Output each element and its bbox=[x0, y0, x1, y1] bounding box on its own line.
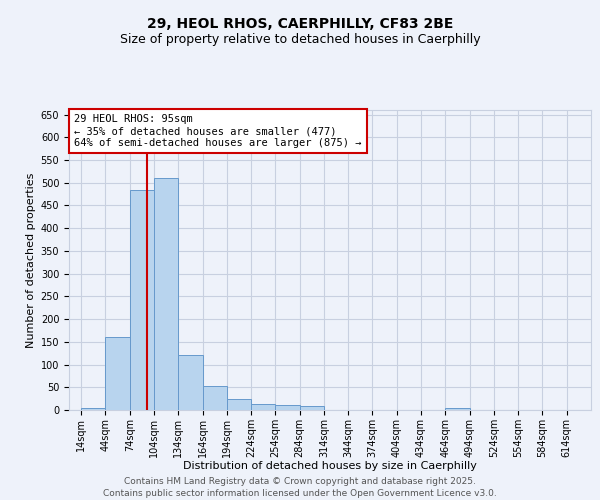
Bar bbox=[299, 406, 324, 410]
Text: 29 HEOL RHOS: 95sqm
← 35% of detached houses are smaller (477)
64% of semi-detac: 29 HEOL RHOS: 95sqm ← 35% of detached ho… bbox=[74, 114, 362, 148]
Text: 29, HEOL RHOS, CAERPHILLY, CF83 2BE: 29, HEOL RHOS, CAERPHILLY, CF83 2BE bbox=[147, 18, 453, 32]
Bar bbox=[251, 404, 275, 410]
Bar bbox=[178, 356, 203, 410]
Bar bbox=[106, 338, 130, 410]
Bar bbox=[130, 190, 154, 410]
X-axis label: Distribution of detached houses by size in Caerphilly: Distribution of detached houses by size … bbox=[183, 461, 477, 471]
Bar bbox=[81, 408, 106, 410]
Bar bbox=[275, 405, 299, 410]
Y-axis label: Number of detached properties: Number of detached properties bbox=[26, 172, 37, 348]
Bar bbox=[154, 178, 178, 410]
Text: Contains HM Land Registry data © Crown copyright and database right 2025.
Contai: Contains HM Land Registry data © Crown c… bbox=[103, 476, 497, 498]
Bar bbox=[445, 408, 470, 410]
Text: Size of property relative to detached houses in Caerphilly: Size of property relative to detached ho… bbox=[119, 32, 481, 46]
Bar bbox=[227, 398, 251, 410]
Bar bbox=[203, 386, 227, 410]
